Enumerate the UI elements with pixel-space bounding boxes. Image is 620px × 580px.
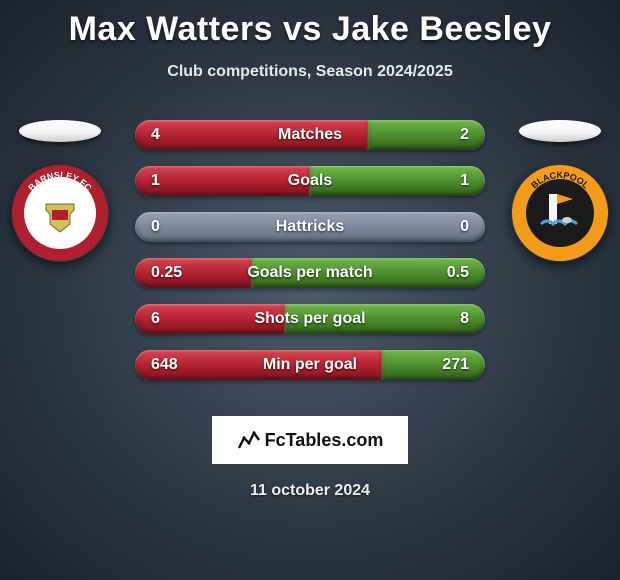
stats-list: 4Matches2 1Goals1 0Hattricks0 0.25Goals per…	[135, 120, 485, 396]
crest-right: BLACKPOOLFOOTBALL CLUB	[511, 164, 609, 262]
stat-row: 1Goals1	[135, 166, 485, 196]
stat-row: 0Hattricks0	[135, 212, 485, 242]
value-right: 271	[442, 356, 469, 374]
player-right-column: BLACKPOOLFOOTBALL CLUB	[505, 120, 615, 262]
stat-label: Min per goal	[135, 356, 485, 374]
svg-text:1887: 1887	[50, 235, 71, 246]
stat-label: Matches	[135, 126, 485, 144]
subtitle: Club competitions, Season 2024/2025	[0, 63, 620, 81]
page-title: Max Watters vs Jake Beesley	[0, 0, 620, 49]
watermark-text: FcTables.com	[265, 430, 384, 451]
value-right: 2	[460, 126, 469, 144]
chart-icon	[237, 428, 261, 452]
flag-left	[19, 120, 101, 142]
value-right: 0	[460, 218, 469, 236]
watermark: FcTables.com	[212, 416, 408, 464]
stat-row: 6Shots per goal8	[135, 304, 485, 334]
crest-left-svg: BARNSLEY FC1887	[11, 164, 109, 262]
value-right: 0.5	[447, 264, 469, 282]
stat-row: 4Matches2	[135, 120, 485, 150]
value-right: 8	[460, 310, 469, 328]
stat-label: Shots per goal	[135, 310, 485, 328]
flag-right	[519, 120, 601, 142]
crest-left: BARNSLEY FC1887	[11, 164, 109, 262]
crest-right-svg: BLACKPOOLFOOTBALL CLUB	[511, 164, 609, 262]
stat-label: Goals per match	[135, 264, 485, 282]
stat-label: Hattricks	[135, 218, 485, 236]
player-left-column: BARNSLEY FC1887	[5, 120, 115, 262]
value-right: 1	[460, 172, 469, 190]
stat-label: Goals	[135, 172, 485, 190]
date: 11 october 2024	[0, 482, 620, 500]
stat-row: 0.25Goals per match0.5	[135, 258, 485, 288]
stat-row: 648Min per goal271	[135, 350, 485, 380]
